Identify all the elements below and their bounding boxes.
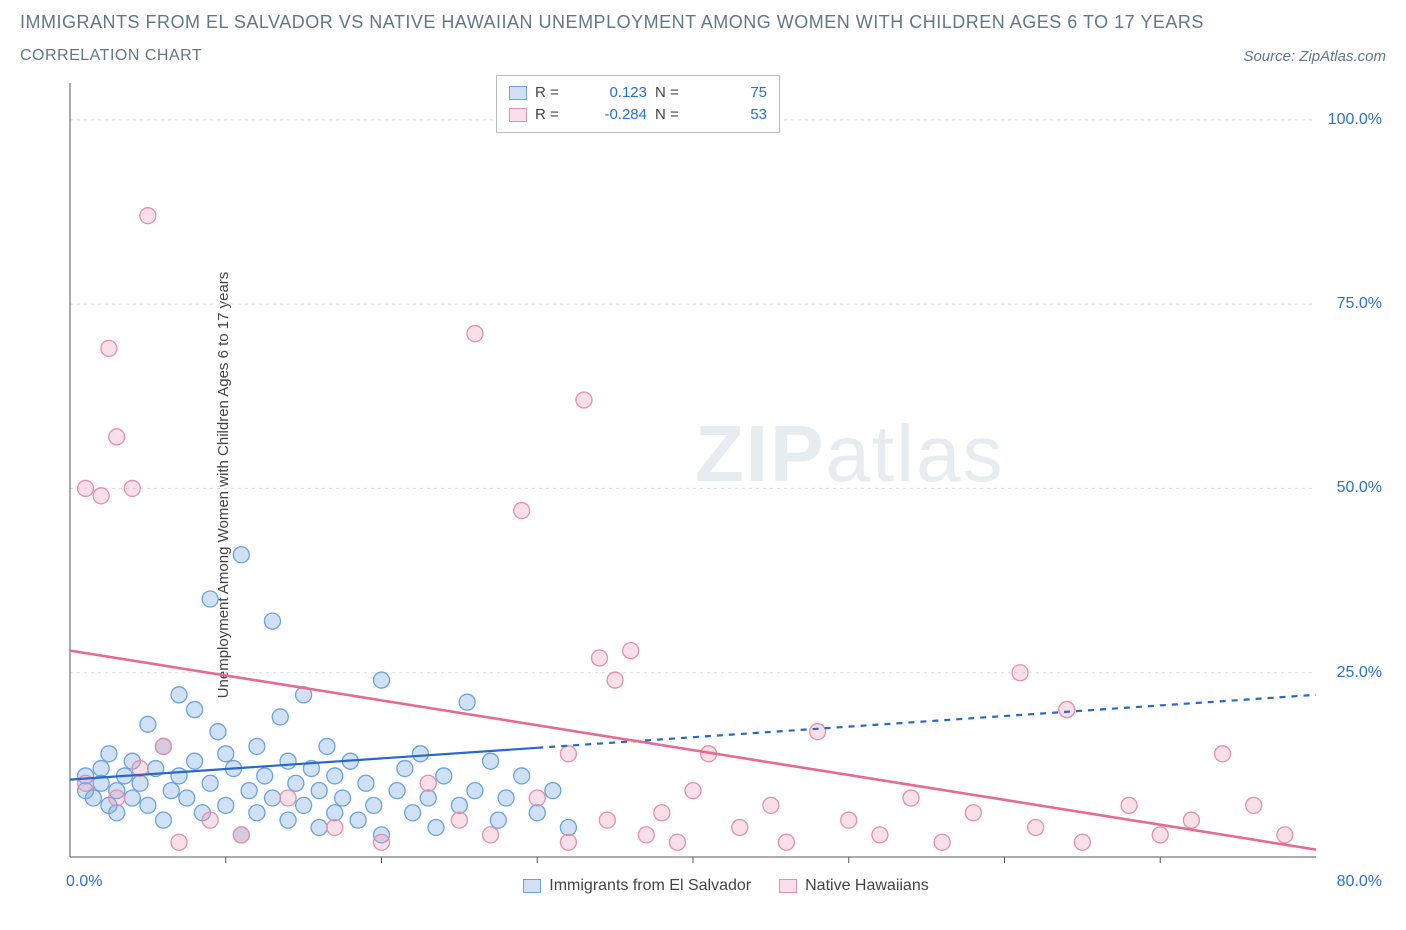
source-attribution: Source: ZipAtlas.com <box>1243 48 1386 65</box>
chart-container: Unemployment Among Women with Children A… <box>20 75 1386 895</box>
legend-label: Native Hawaiians <box>805 877 929 895</box>
legend-row-series-1: R = -0.284 N = 53 <box>509 104 767 126</box>
correlation-legend: R = 0.123 N = 75 R = -0.284 N = 53 <box>496 75 780 133</box>
bottom-legend-item: Immigrants from El Salvador <box>523 877 751 895</box>
n-value-1: 53 <box>697 104 767 126</box>
r-label-1: R = <box>535 104 569 126</box>
swatch-series-0 <box>509 86 527 100</box>
scatter-svg <box>66 75 1386 865</box>
legend-swatch <box>779 879 797 893</box>
y-tick-label: 25.0% <box>1337 664 1382 682</box>
legend-row-series-0: R = 0.123 N = 75 <box>509 82 767 104</box>
n-label-1: N = <box>655 104 689 126</box>
chart-title: IMMIGRANTS FROM EL SALVADOR VS NATIVE HA… <box>20 12 1386 33</box>
r-value-1: -0.284 <box>577 104 647 126</box>
n-label-0: N = <box>655 82 689 104</box>
bottom-legend-item: Native Hawaiians <box>779 877 929 895</box>
plot-area: ZIPatlas R = 0.123 N = 75 R = -0.284 N =… <box>66 75 1386 865</box>
r-label-0: R = <box>535 82 569 104</box>
legend-swatch <box>523 879 541 893</box>
legend-label: Immigrants from El Salvador <box>549 877 751 895</box>
swatch-series-1 <box>509 108 527 122</box>
y-tick-label: 75.0% <box>1337 295 1382 313</box>
y-tick-label: 50.0% <box>1337 479 1382 497</box>
bottom-legend: Immigrants from El Salvador Native Hawaii… <box>66 877 1386 895</box>
n-value-0: 75 <box>697 82 767 104</box>
r-value-0: 0.123 <box>577 82 647 104</box>
chart-subtitle: CORRELATION CHART <box>20 47 202 65</box>
y-tick-label: 100.0% <box>1328 111 1382 129</box>
subtitle-row: CORRELATION CHART Source: ZipAtlas.com <box>20 47 1386 65</box>
